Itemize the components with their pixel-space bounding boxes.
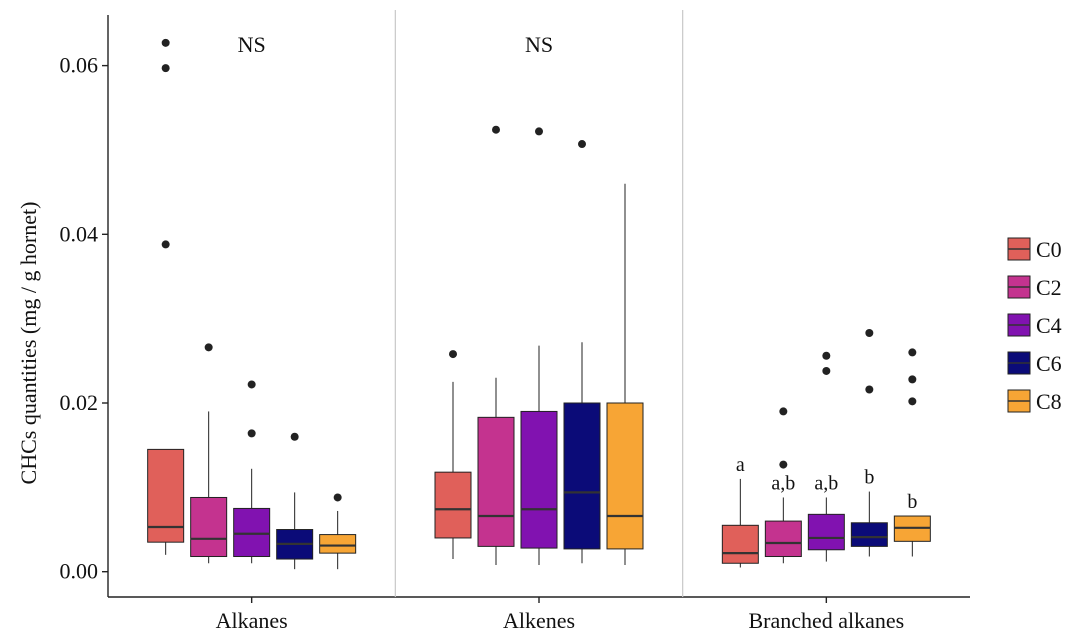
y-tick-label: 0.04 xyxy=(60,221,99,246)
box-C4 xyxy=(520,127,558,565)
outlier-point xyxy=(290,432,299,441)
outlier-point xyxy=(578,140,586,149)
outlier-point xyxy=(204,343,213,352)
box-body xyxy=(563,402,601,550)
outlier-point xyxy=(535,127,543,136)
legend-label: C0 xyxy=(1036,237,1062,262)
box-body xyxy=(520,410,558,549)
y-axis-title: CHCs quantities (mg / g hornet) xyxy=(16,202,41,485)
box-C6 xyxy=(563,140,601,564)
legend-item-C0: C0 xyxy=(1007,237,1062,262)
y-tick-label: 0.00 xyxy=(60,559,99,584)
outlier-point xyxy=(161,38,170,47)
significance-letter: a,b xyxy=(814,472,838,494)
box-body xyxy=(477,416,515,547)
box-C2 xyxy=(477,125,515,565)
outlier-point xyxy=(908,348,917,357)
significance-annotation: NS xyxy=(238,32,266,57)
box-body xyxy=(319,534,357,554)
box-C6: b xyxy=(850,328,888,557)
x-tick-label: Alkanes xyxy=(216,608,288,633)
x-tick-label: Branched alkanes xyxy=(748,608,904,633)
significance-annotation: NS xyxy=(525,32,553,57)
outlier-point xyxy=(865,385,874,394)
legend-item-C2: C2 xyxy=(1007,275,1062,300)
box-body xyxy=(807,513,845,551)
legend-item-C6: C6 xyxy=(1007,351,1062,376)
box-C8: b xyxy=(893,348,931,557)
significance-letter: b xyxy=(907,491,917,513)
legend-item-C4: C4 xyxy=(1007,313,1062,338)
box-body xyxy=(434,471,472,539)
box-C6 xyxy=(276,432,314,570)
outlier-point xyxy=(492,125,500,134)
outlier-point xyxy=(247,380,256,389)
x-tick-label: Alkenes xyxy=(503,608,575,633)
box-body xyxy=(721,524,759,564)
box-C4 xyxy=(233,380,271,564)
legend-label: C4 xyxy=(1036,313,1062,338)
legend-label: C8 xyxy=(1036,389,1062,414)
y-tick-label: 0.06 xyxy=(60,53,99,78)
box-body xyxy=(850,522,888,547)
box-C0 xyxy=(147,38,185,555)
box-C8 xyxy=(606,183,644,565)
box-body xyxy=(233,507,271,558)
outlier-point xyxy=(865,328,874,337)
legend-label: C2 xyxy=(1036,275,1062,300)
box-body xyxy=(147,448,185,543)
outlier-point xyxy=(161,64,170,73)
legend-item-C8: C8 xyxy=(1007,389,1062,414)
outlier-point xyxy=(779,407,788,416)
box-C0 xyxy=(434,350,472,560)
outlier-point xyxy=(822,351,831,360)
box-C0: a xyxy=(721,454,759,568)
outlier-point xyxy=(247,429,256,438)
outlier-point xyxy=(908,375,917,384)
significance-letter: b xyxy=(864,467,874,489)
box-C4: a,b xyxy=(807,351,845,562)
outlier-point xyxy=(822,366,831,375)
significance-letter: a,b xyxy=(771,472,795,494)
y-tick-label: 0.02 xyxy=(60,390,99,415)
outlier-point xyxy=(333,493,342,502)
box-C8 xyxy=(319,493,357,570)
significance-letter: a xyxy=(736,454,745,476)
box-C2: a,b xyxy=(764,407,802,564)
box-body xyxy=(190,496,228,558)
legend: C0 C2 C4 C6 C8 xyxy=(1007,237,1062,414)
outlier-point xyxy=(908,397,917,406)
plot-area: 0.00 0.02 0.04 0.06 Alkanes NS Alkenes NS Branch… xyxy=(60,10,970,633)
legend-label: C6 xyxy=(1036,351,1062,376)
box-C2 xyxy=(190,343,228,564)
outlier-point xyxy=(449,350,457,359)
outlier-point xyxy=(779,460,788,469)
outlier-point xyxy=(161,240,170,249)
box-body xyxy=(606,402,644,550)
box-body xyxy=(764,520,802,558)
